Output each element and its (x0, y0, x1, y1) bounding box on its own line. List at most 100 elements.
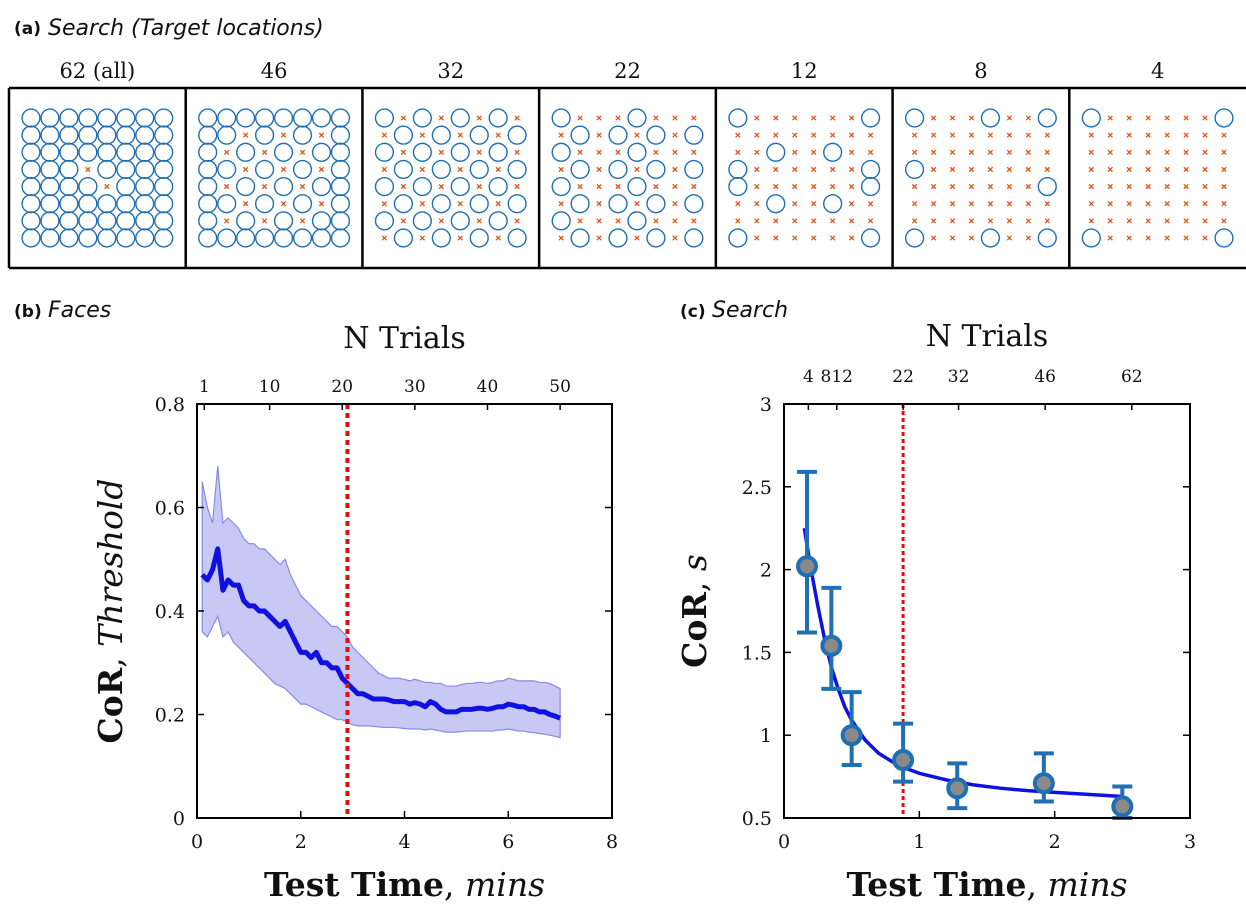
nontarget-cross (318, 132, 325, 138)
target-circle (728, 228, 748, 248)
x-tick-label: 8 (606, 831, 618, 853)
nontarget-cross (1221, 183, 1227, 190)
nontarget-cross (735, 201, 741, 207)
nontarget-cross (457, 201, 463, 207)
nontarget-cross (1221, 132, 1227, 138)
target-circle (412, 142, 432, 162)
nontarget-cross (911, 132, 918, 138)
target-circle (78, 142, 98, 162)
nontarget-cross (811, 218, 817, 224)
nontarget-cross (85, 166, 91, 173)
target-circle (904, 108, 925, 128)
plot-frame (783, 403, 1191, 819)
nontarget-cross (1202, 166, 1208, 173)
target-circle (154, 142, 174, 162)
nontarget-cross (280, 132, 287, 138)
target-circle (273, 108, 294, 128)
nontarget-cross (1107, 201, 1113, 207)
target-circle (59, 108, 79, 128)
target-circle (97, 142, 117, 162)
nontarget-cross (1107, 132, 1113, 138)
target-circle (135, 228, 155, 248)
target-circle (330, 194, 351, 214)
target-circle (236, 211, 256, 231)
nontarget-cross (1221, 218, 1227, 224)
nontarget-cross (615, 149, 621, 155)
nontarget-cross (280, 201, 287, 207)
nontarget-cross (653, 115, 659, 121)
nontarget-cross (930, 149, 937, 155)
nontarget-cross (773, 183, 779, 190)
nontarget-cross (1006, 235, 1013, 241)
nontarget-cross (1145, 235, 1151, 241)
nontarget-cross (1145, 218, 1151, 224)
nontarget-cross (1044, 149, 1050, 155)
grid-label-22: 22 (614, 59, 641, 83)
nontarget-cross (811, 115, 817, 121)
target-circle (116, 228, 136, 248)
nontarget-cross (596, 183, 602, 190)
top-tick-label: 4 (803, 367, 814, 387)
target-circle (135, 211, 155, 231)
nontarget-cross (1025, 132, 1031, 138)
nontarget-cross (1164, 183, 1170, 190)
target-circle (860, 228, 881, 248)
nontarget-cross (438, 149, 444, 155)
target-circle (823, 142, 843, 162)
nontarget-cross (400, 218, 407, 224)
x-axis-label-unit: mins (1048, 865, 1128, 904)
target-circle (40, 108, 60, 128)
nontarget-cross (514, 218, 520, 224)
nontarget-cross (949, 235, 956, 241)
target-circle (412, 108, 432, 128)
target-circle (116, 211, 136, 231)
nontarget-cross (1006, 201, 1013, 207)
target-circle (469, 125, 489, 145)
nontarget-cross (495, 132, 501, 138)
nontarget-cross (754, 115, 760, 121)
target-circle (40, 159, 60, 180)
target-circle (374, 176, 395, 197)
target-circle (393, 159, 414, 180)
target-circle (311, 176, 332, 197)
target-circle (236, 176, 256, 197)
nontarget-cross (911, 201, 918, 207)
target-circle (59, 142, 79, 162)
nontarget-cross (261, 149, 268, 155)
target-circle (97, 211, 117, 231)
nontarget-cross (930, 235, 937, 241)
nontarget-cross (1025, 115, 1031, 121)
nontarget-cross (672, 115, 678, 121)
target-circle (860, 108, 881, 128)
target-circle (97, 194, 117, 214)
y-axis-label-unit: s (675, 554, 714, 571)
nontarget-cross (1202, 201, 1208, 207)
nontarget-cross (792, 115, 798, 121)
nontarget-cross (867, 218, 874, 224)
target-circle (469, 194, 489, 214)
nontarget-cross (968, 115, 975, 121)
nontarget-cross (691, 183, 697, 190)
nontarget-cross (381, 235, 388, 241)
nontarget-cross (691, 218, 697, 224)
nontarget-cross (811, 201, 817, 207)
nontarget-cross (1044, 201, 1050, 207)
target-circle (78, 228, 98, 248)
target-circle (254, 108, 275, 128)
target-circle (78, 194, 98, 214)
nontarget-cross (1145, 166, 1151, 173)
nontarget-cross (1164, 132, 1170, 138)
target-circle (154, 194, 174, 214)
nontarget-cross (1107, 235, 1113, 241)
target-circle (116, 142, 136, 162)
y-axis-label-sep: , (91, 647, 130, 668)
nontarget-cross (792, 166, 798, 173)
y-tick-label: 0.5 (742, 808, 772, 830)
y-tick-label: 2 (760, 560, 772, 582)
nontarget-cross (1164, 115, 1170, 121)
target-circle (21, 228, 41, 248)
nontarget-cross (911, 183, 918, 190)
target-circle (330, 176, 351, 197)
x-tick-label: 3 (1184, 831, 1196, 853)
target-circle (551, 142, 571, 162)
